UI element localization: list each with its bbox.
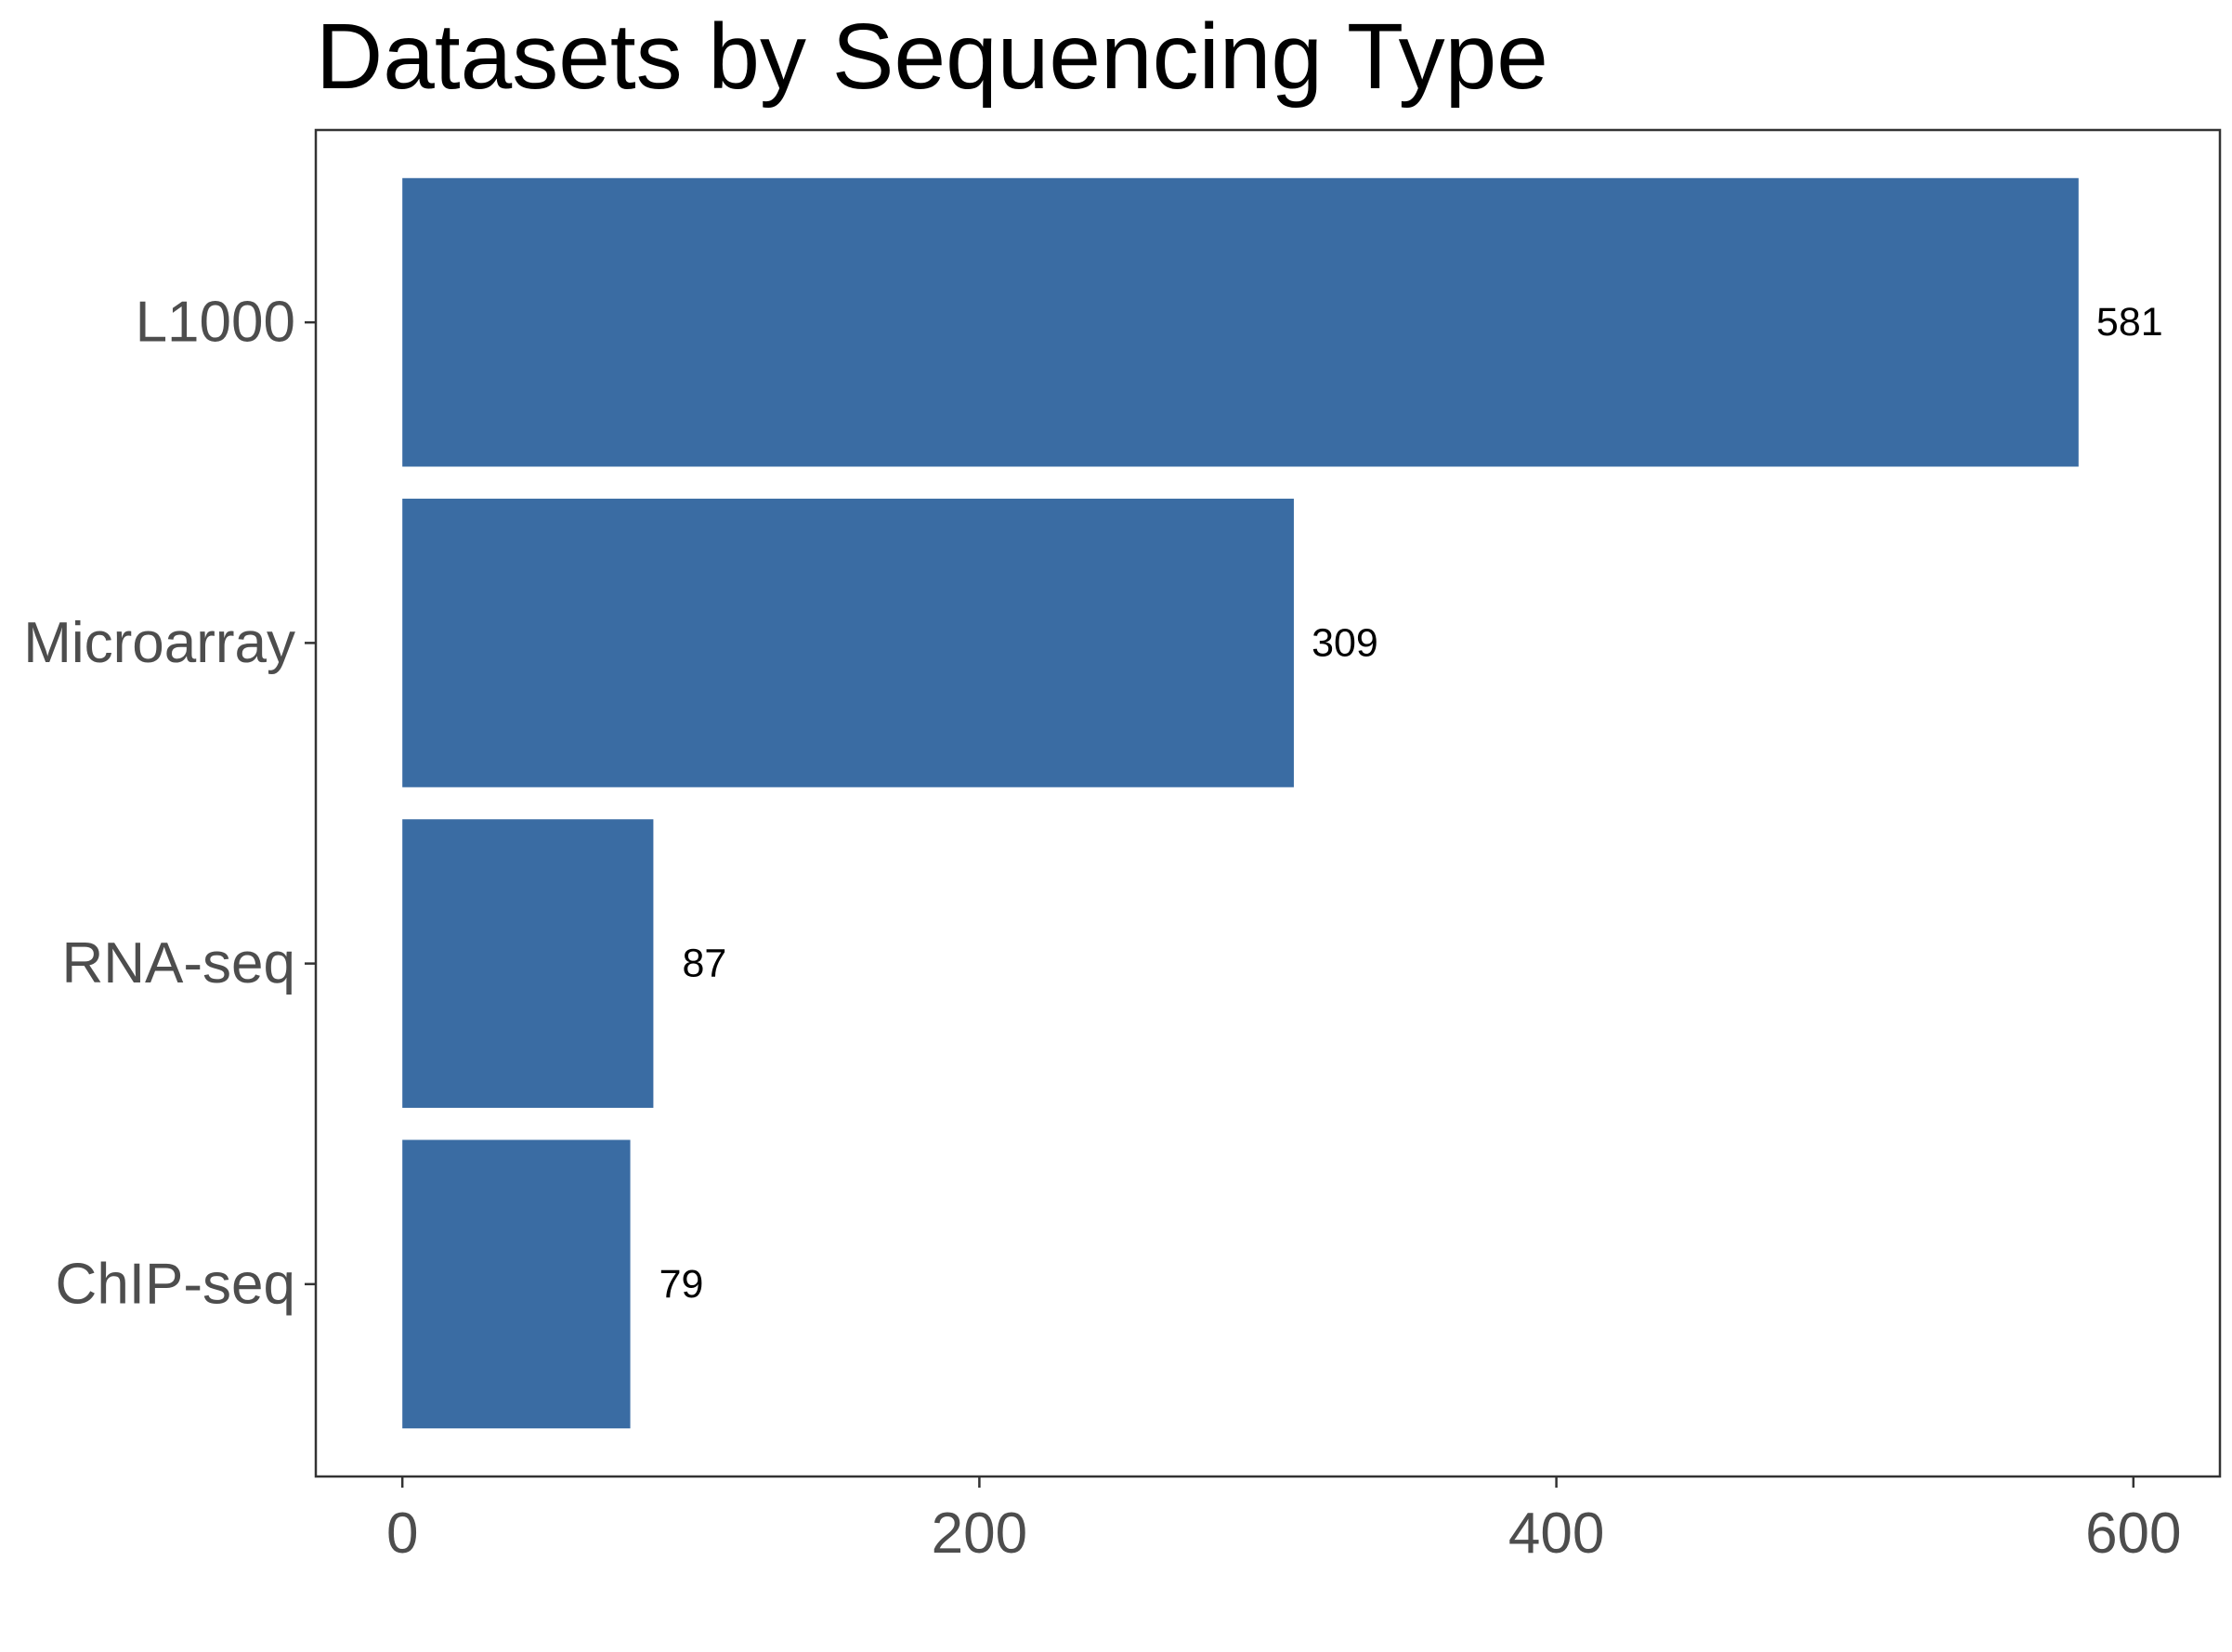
plot-panel bbox=[314, 128, 2222, 1478]
y-tick-label: Microarray bbox=[23, 611, 295, 675]
data-labels-layer: 581 309 87 79 bbox=[659, 300, 2163, 1307]
bars-layer bbox=[402, 177, 2079, 1429]
bar-microarray bbox=[402, 499, 1294, 787]
bar-l1000 bbox=[402, 177, 2079, 467]
bar-chip-seq bbox=[402, 1139, 631, 1429]
x-tick-label: 400 bbox=[1508, 1502, 1604, 1566]
x-tick-label: 600 bbox=[2085, 1502, 2181, 1566]
data-label: 79 bbox=[659, 1262, 704, 1307]
data-label: 581 bbox=[2096, 300, 2163, 345]
y-axis: L1000 Microarray RNA-seq ChIP-seq bbox=[23, 291, 316, 1316]
chart-title: Datasets by Sequencing Type bbox=[316, 5, 1548, 109]
y-tick-label: RNA-seq bbox=[61, 931, 295, 995]
y-tick-label: L1000 bbox=[136, 291, 295, 355]
x-tick-label: 200 bbox=[932, 1502, 1027, 1566]
x-axis: 0 200 400 600 bbox=[386, 1476, 2182, 1566]
data-label: 87 bbox=[682, 942, 726, 986]
x-tick-label: 0 bbox=[386, 1502, 418, 1566]
bar-rna-seq bbox=[402, 819, 654, 1108]
data-label: 309 bbox=[1312, 620, 1378, 665]
y-tick-label: ChIP-seq bbox=[56, 1252, 295, 1316]
